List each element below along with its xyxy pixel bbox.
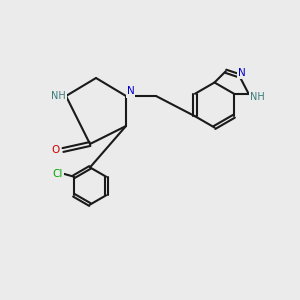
Text: N: N [238, 68, 246, 78]
Text: O: O [51, 145, 60, 155]
Text: NH: NH [51, 91, 66, 101]
Text: N: N [127, 86, 134, 97]
Text: Cl: Cl [52, 169, 63, 179]
Text: NH: NH [250, 92, 264, 102]
